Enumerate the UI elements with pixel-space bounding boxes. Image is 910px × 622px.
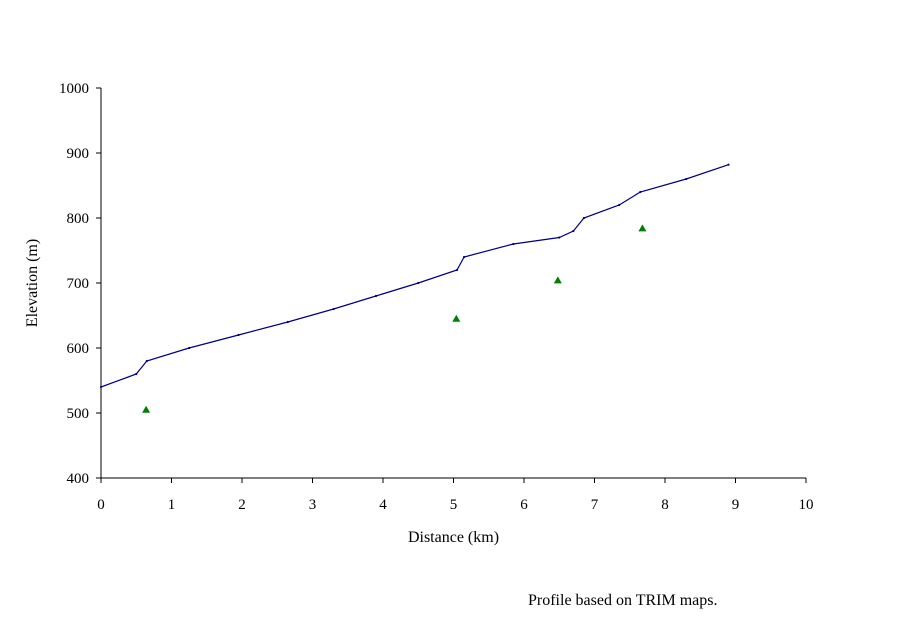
profile-vertex-point [188, 346, 191, 350]
profile-vertex-point [145, 359, 148, 363]
profile-vertex-point [286, 320, 289, 324]
x-axis-title: Distance (km) [408, 529, 499, 546]
y-tick-label: 900 [67, 146, 90, 162]
x-tick-label: 8 [661, 497, 669, 513]
x-tick-label: 1 [168, 497, 176, 513]
y-tick-label: 400 [67, 471, 90, 487]
profile-vertex-point [332, 307, 335, 311]
profile-vertex-point [618, 203, 621, 207]
y-tick-label: 500 [67, 406, 90, 422]
profile-vertex-point [99, 385, 103, 389]
source-note: Profile based on TRIM maps. [528, 592, 718, 609]
triangle-marker-point [638, 224, 647, 232]
triangle-marker-point [142, 405, 151, 413]
profile-vertex-point [417, 281, 420, 285]
y-tick-label: 700 [67, 276, 90, 292]
triangle-marker-point [553, 276, 562, 284]
profile-vertex-point [512, 242, 515, 246]
y-tick-label: 1000 [59, 81, 89, 97]
profile-vertex-point [572, 229, 575, 233]
chart-ticks: 400 500 600 700 800 900 1000 0 1 2 3 4 5 6 7 8 9 10 [59, 81, 814, 513]
profile-vertex-point [582, 216, 586, 220]
x-tick-label: 5 [450, 497, 458, 513]
y-tick-label: 600 [67, 341, 90, 357]
x-tick-label: 10 [799, 497, 814, 513]
triangle-marker-point [452, 314, 461, 322]
x-tick-label: 6 [520, 497, 528, 513]
chart-axes [100, 88, 806, 479]
x-tick-label: 7 [591, 497, 599, 513]
x-tick-label: 2 [238, 497, 246, 513]
profile-vertex-point [455, 268, 459, 272]
profile-vertex-point [685, 177, 688, 181]
profile-vertex-point [639, 190, 642, 194]
y-axis-title: Elevation (m) [24, 239, 41, 327]
profile-vertex-point [135, 372, 138, 376]
x-tick-label: 9 [732, 497, 740, 513]
profile-vertex-point [237, 333, 240, 337]
profile-vertex-point [374, 294, 378, 298]
x-tick-label: 3 [309, 497, 317, 513]
x-tick-label: 4 [379, 497, 387, 513]
profile-vertex-point [727, 163, 730, 166]
profile-vertex-point [558, 236, 561, 239]
elevation-profile-line [100, 164, 729, 388]
y-tick-label: 800 [67, 211, 90, 227]
chart-series [99, 163, 730, 413]
profile-vertex-point [462, 255, 466, 259]
x-tick-label: 0 [97, 497, 105, 513]
